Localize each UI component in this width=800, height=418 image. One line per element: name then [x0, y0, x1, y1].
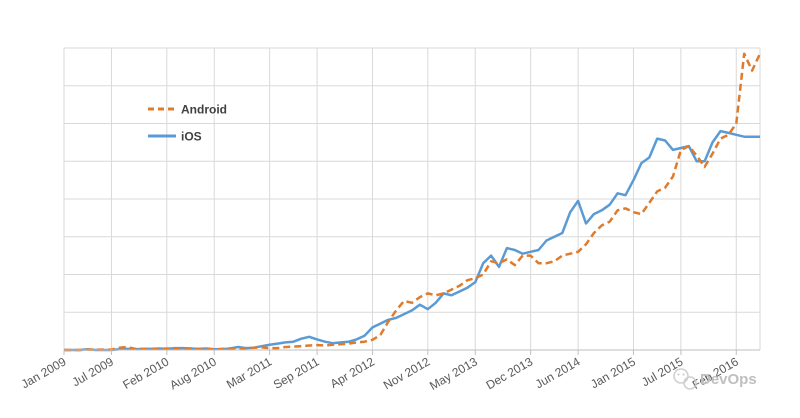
- watermark: DevOps: [673, 368, 757, 390]
- grid: [63, 47, 761, 350]
- legend-label-ios: iOS: [181, 130, 202, 144]
- x-tick-label: Sep 2011: [271, 354, 322, 392]
- wechat-icon: [673, 368, 697, 390]
- x-tick-label: Jan 2015: [588, 354, 638, 391]
- x-tick-label: Aug 2010: [167, 354, 219, 392]
- series-layer: [64, 52, 762, 352]
- ios-series-line: [64, 129, 760, 352]
- x-tick-label: Jul 2009: [70, 354, 117, 389]
- x-tick-label: Jun 2014: [533, 354, 583, 391]
- x-tick-label: May 2013: [427, 354, 480, 393]
- watermark-label: DevOps: [700, 371, 757, 388]
- legend: Android iOS: [148, 103, 227, 144]
- x-tick-label: Jul 2015: [639, 354, 686, 389]
- x-tick-label: Mar 2011: [224, 354, 274, 391]
- x-tick-label: Jan 2009: [19, 354, 69, 391]
- x-tick-label: Dec 2013: [484, 354, 536, 392]
- x-tick-label: Apr 2012: [328, 354, 377, 391]
- x-tick-label: Feb 2010: [120, 354, 171, 392]
- legend-label-android: Android: [181, 103, 227, 117]
- x-tick-label: Nov 2012: [381, 354, 433, 392]
- android-series-line: [64, 52, 762, 352]
